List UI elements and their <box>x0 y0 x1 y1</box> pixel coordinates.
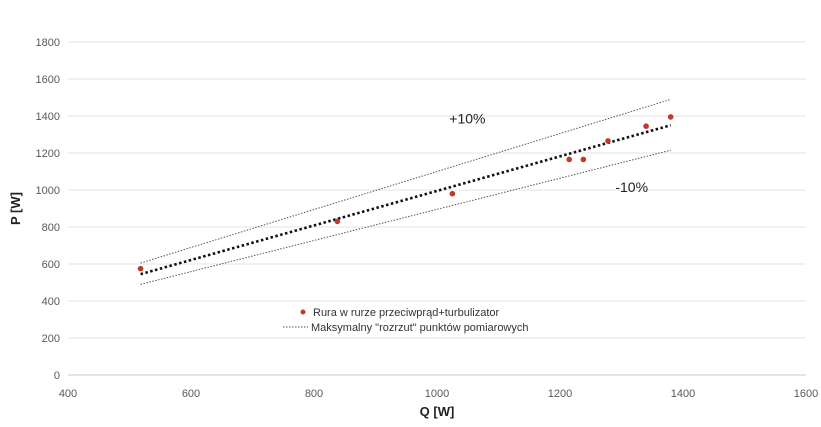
axes: 0 200 400 600 800 1000 1200 1400 1600 1800 400 600 8… <box>36 37 819 400</box>
y-tick-label-1600: 1600 <box>36 74 60 86</box>
x-tick-label-1000: 1000 <box>425 388 449 400</box>
data-point-0 <box>137 265 144 272</box>
data-point-3 <box>566 156 573 163</box>
data-point-1 <box>334 218 341 225</box>
legend: Rura w rurze przeciwprąd+turbulizator Ma… <box>283 307 529 334</box>
spread-line-lower <box>140 149 671 285</box>
x-tick-label-1400: 1400 <box>671 388 695 400</box>
x-tick-label-1600: 1600 <box>794 388 818 400</box>
y-tick-label-1000: 1000 <box>36 185 60 197</box>
data-point-6 <box>643 123 649 129</box>
y-tick-label-800: 800 <box>42 222 60 234</box>
x-tick-label-600: 600 <box>182 388 200 400</box>
x-tick-label-800: 800 <box>305 388 323 400</box>
annotation-minus-10: -10% <box>615 179 648 195</box>
y-tick-label-600: 600 <box>42 259 60 271</box>
data-point-7 <box>667 114 674 120</box>
x-tick-label-1200: 1200 <box>548 388 572 400</box>
legend-label-measurements: Rura w rurze przeciwprąd+turbulizator <box>313 307 499 319</box>
annotation-plus-10: +10% <box>449 110 485 126</box>
data-points <box>137 114 674 272</box>
y-axis-title: P [W] <box>8 192 23 225</box>
y-tick-label-400: 400 <box>42 296 60 308</box>
x-axis-title: Q [W] <box>420 404 455 419</box>
data-point-4 <box>580 156 587 163</box>
y-tick-label-1400: 1400 <box>36 111 60 123</box>
y-tick-label-0: 0 <box>54 370 60 382</box>
legend-label-spread: Maksymalny "rozrzut" punktów pomiarowych <box>311 322 529 334</box>
trend-line <box>140 123 672 276</box>
y-tick-label-1800: 1800 <box>36 37 60 49</box>
spread-line-upper <box>140 98 671 264</box>
series-lines <box>140 98 672 285</box>
data-point-5 <box>605 138 611 144</box>
y-tick-label-200: 200 <box>42 333 60 345</box>
data-point-2 <box>449 190 456 197</box>
x-tick-label-400: 400 <box>59 388 77 400</box>
y-tick-label-1200: 1200 <box>36 148 60 160</box>
gridlines <box>68 41 806 339</box>
legend-marker-measurements <box>300 309 306 315</box>
